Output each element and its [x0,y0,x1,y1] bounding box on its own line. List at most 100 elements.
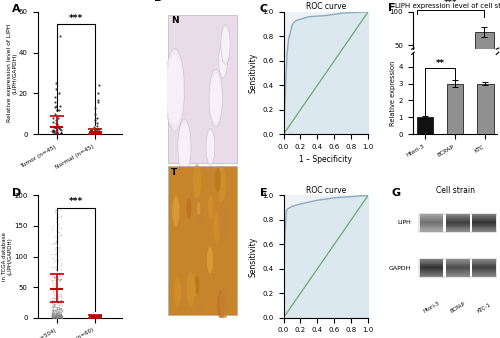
Point [52,314,60,319]
Point [54,308,62,313]
Point [92,315,100,320]
Point [52,314,60,320]
Y-axis label: Relative expression level of LIPH
in TCGA database
(LIPH/GAPDH): Relative expression level of LIPH in TCG… [0,212,13,301]
Point [58,314,66,319]
Point [56,305,64,311]
Point [53,313,61,319]
Point [54,214,62,220]
Point [53,312,61,317]
Point [56,313,64,318]
Point [54,304,62,310]
Point [56,313,64,319]
Point [56,312,64,317]
Point [51,314,59,319]
Point [58,303,66,308]
Point [52,314,60,320]
Circle shape [218,200,228,242]
Point [48,310,56,315]
Point [56,277,64,283]
Point [56,313,64,318]
Bar [472,219,496,220]
Bar [420,215,444,216]
Point [88,315,96,320]
Point [90,131,98,137]
Point [50,304,58,310]
Point [48,315,56,320]
Point [57,225,65,231]
Bar [472,221,496,222]
Point [88,128,96,134]
Point [88,315,96,320]
Point [56,277,64,282]
Point [54,294,62,300]
Point [92,314,100,319]
Point [91,131,99,137]
Point [58,313,66,318]
Point [56,305,64,310]
Circle shape [193,282,196,296]
Point [88,314,96,320]
Point [48,315,56,320]
Circle shape [178,119,191,175]
Point [50,309,58,314]
Point [56,291,64,296]
Point [48,313,56,319]
Bar [446,227,469,228]
Point [52,297,60,303]
Bar [420,268,444,269]
Point [56,312,64,317]
Point [48,301,56,307]
Bar [420,269,444,270]
Point [49,301,57,307]
Point [54,313,62,318]
Point [54,302,62,308]
Bar [420,270,444,271]
Text: B: B [154,0,162,3]
Point [57,309,65,315]
Point [48,277,56,283]
Bar [420,219,444,220]
Point [49,315,57,320]
Point [90,314,98,320]
Point [57,214,65,219]
Point [58,312,66,317]
Point [90,129,98,135]
Point [51,309,59,314]
Point [50,315,58,320]
Point [54,131,62,137]
Point [53,307,61,312]
Point [53,312,61,317]
Point [56,298,64,304]
Point [56,126,64,132]
Point [50,299,58,305]
Point [51,233,59,239]
Point [58,315,66,320]
Point [54,311,62,317]
Point [56,313,64,319]
Point [54,312,62,318]
Point [93,315,101,320]
Point [52,121,60,127]
Point [92,315,100,320]
Point [58,315,66,320]
Point [88,315,96,320]
Point [54,258,62,264]
Point [52,312,60,317]
Point [58,314,66,319]
Point [54,309,62,315]
Point [52,314,60,319]
Point [52,311,60,316]
Point [50,315,58,320]
Bar [446,266,469,267]
Point [58,310,66,316]
Title: LIPH expression level of cell strain: LIPH expression level of cell strain [396,3,500,9]
Point [94,131,102,137]
Bar [472,222,496,223]
Point [49,115,57,120]
Text: KTC-1: KTC-1 [476,302,492,314]
Point [90,129,98,135]
Point [57,307,65,312]
Bar [472,266,496,267]
Point [56,276,64,282]
Point [48,255,56,261]
